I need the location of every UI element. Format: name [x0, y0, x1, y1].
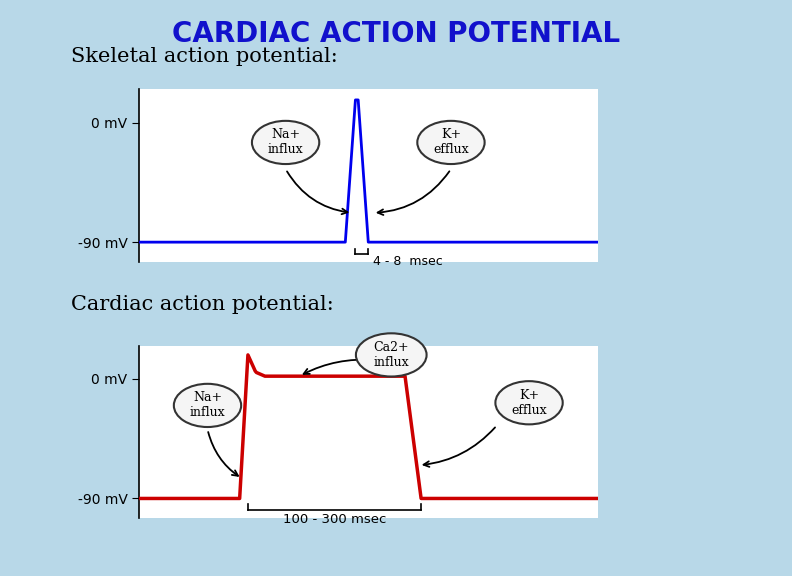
Text: Ca2+
influx: Ca2+ influx: [374, 341, 409, 369]
Text: Skeletal action potential:: Skeletal action potential:: [71, 47, 338, 66]
Text: Cardiac action potential:: Cardiac action potential:: [71, 295, 334, 314]
Text: Na+
influx: Na+ influx: [268, 128, 303, 157]
Text: 4 - 8  msec: 4 - 8 msec: [373, 255, 443, 268]
Text: CARDIAC ACTION POTENTIAL: CARDIAC ACTION POTENTIAL: [172, 20, 620, 48]
Text: K+
efflux: K+ efflux: [433, 128, 469, 157]
Text: Na+
influx: Na+ influx: [190, 392, 225, 419]
Text: 100 - 300 msec: 100 - 300 msec: [283, 513, 386, 526]
Text: K+
efflux: K+ efflux: [512, 389, 546, 417]
